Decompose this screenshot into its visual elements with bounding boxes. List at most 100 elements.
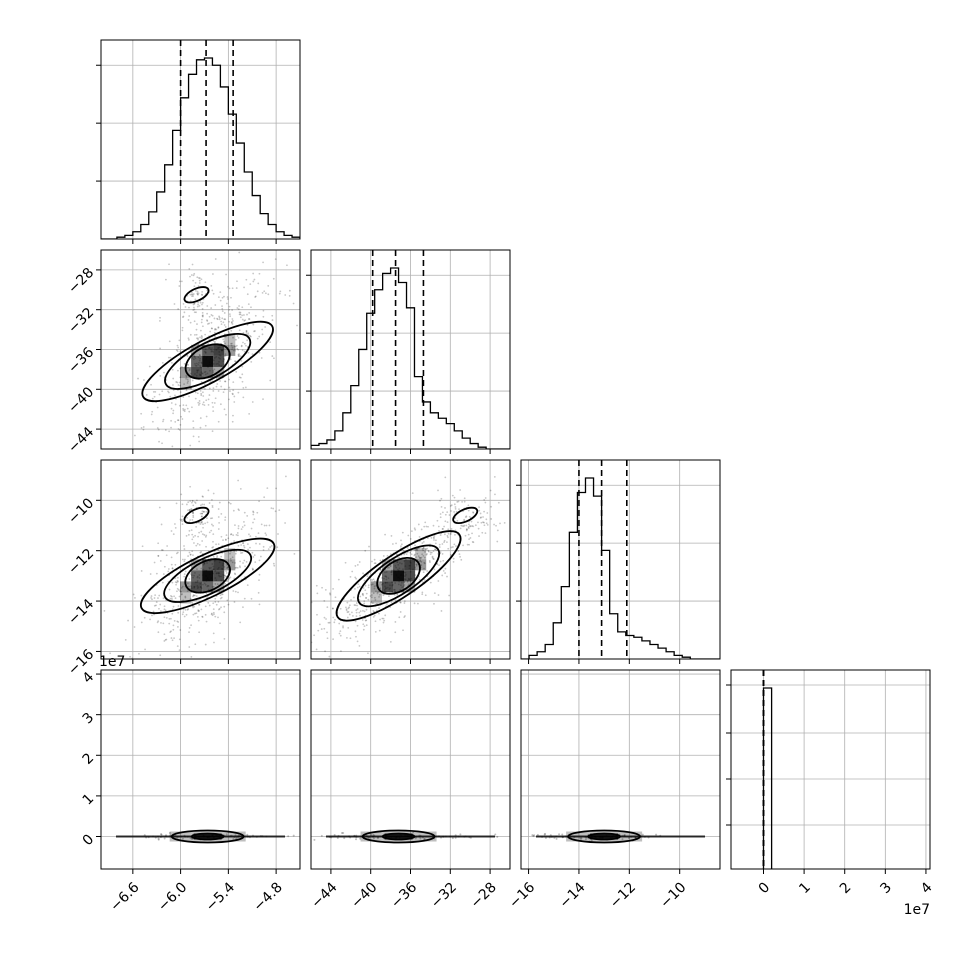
sample-point	[235, 837, 238, 840]
y-tick-label: 2	[80, 750, 98, 768]
sample-point	[226, 566, 229, 569]
sample-point	[447, 536, 449, 539]
sample-point	[384, 533, 386, 536]
sample-point	[401, 531, 404, 534]
sample-point	[195, 450, 197, 452]
sample-point	[469, 525, 472, 528]
sample-point	[212, 546, 215, 548]
sample-point	[402, 549, 405, 552]
sample-point	[212, 611, 215, 614]
sample-point	[380, 581, 382, 584]
sample-point	[226, 567, 228, 570]
sample-point	[212, 540, 214, 543]
sample-point	[258, 351, 261, 354]
density-cell	[191, 581, 203, 593]
sample-point	[415, 563, 418, 566]
sample-point	[237, 348, 240, 351]
sample-point	[379, 587, 382, 590]
sample-point	[246, 833, 249, 836]
sample-point	[220, 323, 223, 326]
sample-point	[185, 503, 188, 506]
sample-point	[177, 580, 179, 583]
sample-point	[200, 293, 203, 296]
sample-point	[223, 312, 226, 314]
sample-point	[419, 557, 421, 559]
sample-point	[252, 511, 255, 514]
sample-point	[373, 558, 376, 561]
sample-point	[257, 532, 260, 535]
sample-point	[456, 519, 459, 522]
sample-point	[254, 296, 257, 298]
sample-point	[177, 308, 180, 310]
sample-point	[323, 616, 326, 619]
sample-point	[197, 610, 200, 613]
sample-point	[182, 404, 185, 407]
sample-point	[233, 395, 236, 398]
x-tick-label: 4	[918, 879, 936, 897]
sample-point	[174, 403, 177, 406]
sample-point	[439, 560, 442, 563]
sample-point	[418, 834, 421, 837]
sample-point	[197, 619, 200, 622]
sample-point	[177, 369, 179, 372]
sample-point	[371, 583, 374, 586]
sample-point	[224, 326, 227, 328]
sample-point	[228, 313, 231, 316]
sample-point	[451, 837, 454, 840]
sample-point	[198, 531, 201, 534]
sample-point	[189, 444, 192, 447]
sample-point	[355, 577, 358, 580]
sample-point	[271, 314, 274, 317]
sample-point	[206, 450, 208, 452]
sample-point	[250, 361, 253, 363]
sample-point	[355, 836, 358, 839]
sample-point	[248, 533, 250, 536]
sample-point	[221, 296, 224, 299]
sample-point	[367, 584, 370, 587]
sample-point	[627, 836, 630, 839]
sample-point	[193, 311, 196, 314]
sample-point	[201, 325, 204, 328]
sample-point	[483, 510, 485, 513]
sample-point	[373, 580, 376, 583]
sample-point	[431, 556, 434, 559]
sample-point	[193, 542, 195, 544]
sample-point	[246, 543, 249, 546]
sample-point	[243, 524, 246, 527]
sample-point	[222, 539, 224, 542]
sample-point	[189, 553, 192, 556]
sample-point	[429, 551, 432, 554]
sample-point	[191, 533, 194, 536]
sample-point	[237, 525, 240, 527]
sample-point	[418, 547, 420, 550]
panel-content	[521, 670, 720, 869]
sample-point	[233, 836, 236, 839]
sample-point	[420, 560, 423, 563]
sample-point	[236, 566, 239, 569]
sample-point	[145, 836, 148, 839]
panel-content	[311, 460, 510, 659]
sample-point	[238, 509, 240, 512]
sample-point	[427, 550, 430, 553]
sample-point	[175, 581, 178, 584]
sample-point	[181, 326, 184, 329]
sample-point	[443, 541, 445, 543]
density-cell	[224, 333, 236, 345]
sample-point	[181, 558, 184, 561]
sample-point	[410, 553, 413, 556]
sample-point	[174, 420, 177, 423]
sample-point	[230, 344, 233, 347]
sample-point	[482, 516, 484, 518]
sample-point	[219, 380, 221, 382]
sample-point	[99, 409, 101, 411]
scatter-panel-2-0	[96, 459, 301, 664]
sample-point	[168, 622, 171, 625]
sample-point	[496, 540, 499, 543]
sample-point	[483, 524, 486, 527]
sample-point	[182, 407, 185, 410]
sample-point	[197, 436, 200, 438]
sample-point	[467, 533, 470, 536]
sample-point	[402, 629, 404, 632]
sample-point	[198, 277, 200, 279]
